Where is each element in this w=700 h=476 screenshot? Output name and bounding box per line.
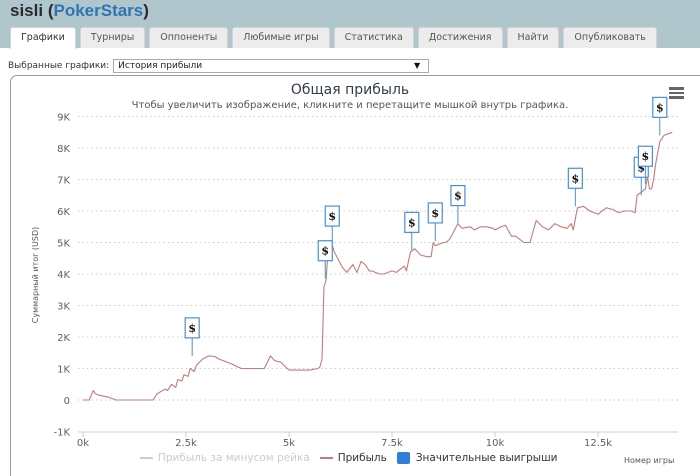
legend-label: Прибыль <box>337 452 387 464</box>
significant-win-marker[interactable] <box>567 167 583 189</box>
legend-item-profit[interactable]: Прибыль <box>319 452 387 464</box>
significant-win-marker[interactable] <box>450 185 466 207</box>
significant-win-marker[interactable] <box>652 96 668 119</box>
legend-label: Прибыль за минусом рейка <box>158 452 310 464</box>
y-tick-label: 3K <box>57 302 70 313</box>
significant-win-marker[interactable] <box>324 205 340 227</box>
y-tick-label: 7K <box>57 176 70 187</box>
dollar-icon: $ <box>408 216 416 229</box>
page-title: sisli (PokerStars) <box>10 1 149 21</box>
tab-charts[interactable]: Графики <box>10 27 76 49</box>
x-tick-label: 10k <box>486 438 505 449</box>
tab-favorite-games[interactable]: Любимые игры <box>232 27 330 48</box>
legend-square-icon <box>396 452 410 464</box>
y-tick-label: 4K <box>57 270 70 281</box>
y-axis-title: Суммарный итог (USD) <box>31 227 40 324</box>
dollar-icon: $ <box>188 322 196 335</box>
chart-selector-value: История прибыли <box>118 60 203 71</box>
x-axis-title: Номер игры <box>624 456 675 465</box>
legend-line-icon <box>319 457 333 459</box>
legend-line-icon <box>140 457 153 459</box>
x-tick-label: 0k <box>77 438 89 449</box>
legend-item-net-profit[interactable]: Прибыль за минусом рейка <box>140 452 310 464</box>
chart-container[interactable] <box>10 75 700 476</box>
tab-opponents[interactable]: Оппоненты <box>149 27 229 48</box>
dollar-icon: $ <box>321 245 329 258</box>
y-tick-label: 1K <box>57 365 70 376</box>
significant-win-marker[interactable] <box>404 211 420 233</box>
tab-achievements[interactable]: Достижения <box>417 27 503 48</box>
y-tick-label: 2K <box>57 333 70 344</box>
y-tick-label: 6K <box>57 207 70 218</box>
tab-publish[interactable]: Опубликовать <box>563 27 657 48</box>
chart-legend: Прибыль за минусом рейка Прибыль Значите… <box>140 452 568 464</box>
significant-win-marker[interactable] <box>427 202 443 224</box>
x-tick-label: 2.5k <box>175 438 197 449</box>
dollar-icon: $ <box>328 210 336 223</box>
paren-close: ) <box>143 1 149 20</box>
y-tick-label: 5K <box>57 239 70 250</box>
y-tick-label: 9K <box>57 113 70 124</box>
dollar-icon: $ <box>572 172 580 185</box>
player-name: sisli <box>10 1 44 20</box>
paren-open: ( <box>43 1 54 20</box>
hamburger-menu-icon[interactable] <box>669 87 684 99</box>
dollar-icon: $ <box>454 190 462 203</box>
dollar-icon: $ <box>642 150 650 163</box>
y-tick-label: 0 <box>64 396 70 407</box>
dollar-icon: $ <box>656 101 664 114</box>
dropdown-arrow-icon: ▼ <box>414 60 421 70</box>
significant-win-marker[interactable] <box>184 317 200 339</box>
x-tick-label: 7.5k <box>381 438 403 449</box>
tab-statistics[interactable]: Статистика <box>333 27 414 48</box>
tab-search[interactable]: Найти <box>506 27 560 48</box>
x-tick-label: 5k <box>283 438 295 449</box>
chart-selector-row: Выбранные графики: История прибыли ▼ <box>8 58 430 73</box>
tab-bar: Графики Турниры Оппоненты Любимые игры С… <box>10 27 657 49</box>
site-link[interactable]: PokerStars <box>53 1 144 20</box>
dollar-icon: $ <box>637 161 645 174</box>
y-tick-label: 8K <box>57 144 70 155</box>
chart-selector-label: Выбранные графики: <box>8 60 110 71</box>
chart-title: Общая прибыль <box>290 82 410 98</box>
significant-win-marker[interactable] <box>637 145 653 167</box>
legend-item-significant-wins[interactable]: Значительные выигрыши <box>396 452 558 464</box>
significant-win-marker[interactable] <box>317 240 333 262</box>
chart-subtitle: Чтобы увеличить изображение, кликните и … <box>131 100 569 111</box>
x-tick-label: 12.5k <box>584 438 612 449</box>
chart-selector-dropdown[interactable]: История прибыли ▼ <box>113 58 430 73</box>
legend-label: Значительные выигрыши <box>415 452 558 464</box>
y-tick-label: -1K <box>53 428 70 439</box>
dollar-icon: $ <box>431 207 439 220</box>
tab-tournaments[interactable]: Турниры <box>79 27 146 48</box>
page-header: sisli (PokerStars) Графики Турниры Оппон… <box>0 0 700 49</box>
profit-line <box>83 131 673 401</box>
